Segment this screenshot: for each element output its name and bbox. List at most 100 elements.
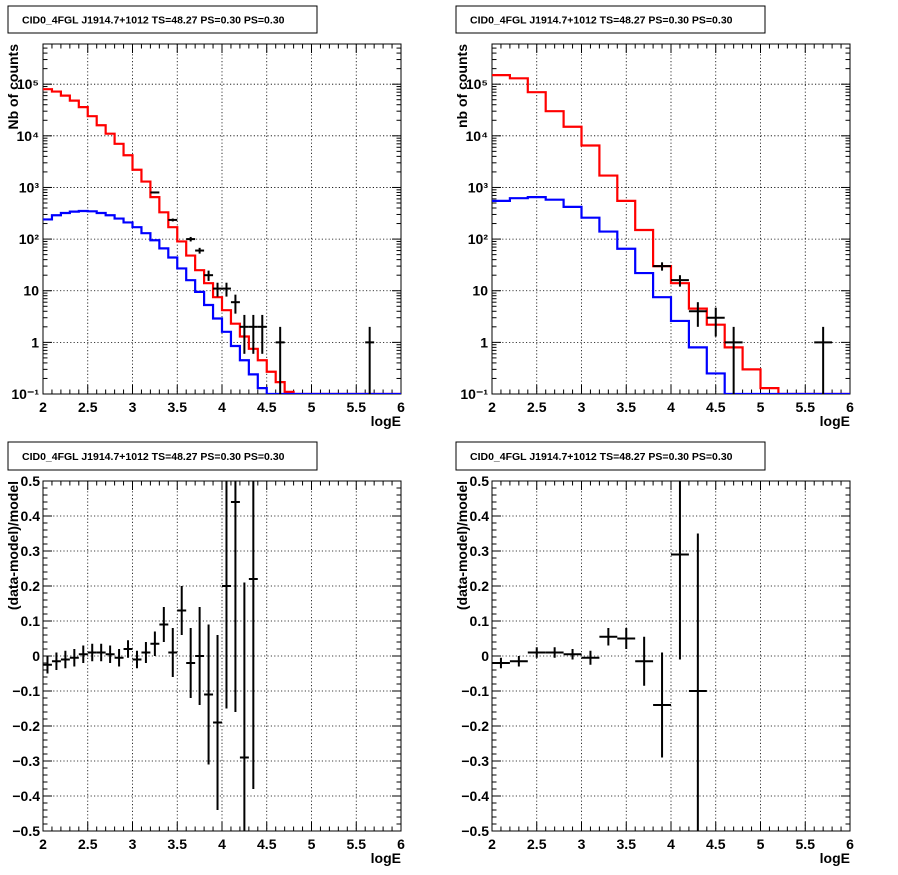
chart-title: CID0_4FGL J1914.7+1012 TS=48.27 PS=0.30 … [22, 15, 285, 27]
x-axis-title: logE [820, 850, 850, 866]
y-tick-label: 0.5 [470, 473, 490, 489]
y-tick-label: −0.3 [12, 753, 40, 769]
x-tick-label: 3.5 [617, 399, 637, 415]
x-tick-label: 6 [846, 399, 854, 415]
x-tick-label: 4 [218, 399, 226, 415]
x-axis-title: logE [820, 413, 850, 429]
y-tick-label: 10³ [468, 179, 489, 195]
y-tick-label: 10⁻¹ [11, 386, 39, 402]
x-tick-label: 3 [578, 836, 586, 852]
title-box [455, 5, 766, 34]
x-tick-label: 6 [397, 836, 405, 852]
panel-top-right: CID0_4FGL J1914.7+1012 TS=48.27 PS=0.30 … [454, 5, 854, 429]
x-tick-label: 2 [488, 399, 496, 415]
x-tick-label: 4 [667, 836, 675, 852]
x-axis-title: logE [371, 413, 401, 429]
y-tick-label: −0.4 [461, 788, 489, 804]
panel-top-left: CID0_4FGL J1914.7+1012 TS=48.27 PS=0.30 … [5, 5, 405, 429]
y-tick-label: 10⁴ [17, 128, 40, 144]
x-tick-label: 5.5 [347, 399, 367, 415]
plot-area [492, 481, 707, 831]
plot-area [43, 481, 258, 831]
x-tick-label: 2 [39, 836, 47, 852]
histogram-series-blue [492, 196, 850, 394]
plot-area [43, 88, 401, 394]
chart-title: CID0_4FGL J1914.7+1012 TS=48.27 PS=0.30 … [22, 451, 285, 463]
y-tick-label: 10 [23, 283, 39, 299]
y-tick-label: 0 [32, 648, 40, 664]
y-tick-label: 10⁻¹ [460, 386, 488, 402]
x-tick-label: 2.5 [78, 836, 98, 852]
y-tick-label: 10 [472, 283, 488, 299]
y-axis-title: nb of counts [454, 44, 470, 128]
y-tick-label: −0.1 [12, 683, 40, 699]
y-tick-label: 0.5 [21, 473, 41, 489]
y-tick-label: 10² [468, 231, 489, 247]
x-tick-label: 5 [757, 399, 765, 415]
y-tick-label: 0.4 [21, 508, 41, 524]
x-tick-label: 2.5 [527, 399, 547, 415]
y-tick-label: 0.3 [470, 543, 490, 559]
x-tick-label: 5 [308, 399, 316, 415]
y-tick-label: −0.5 [12, 823, 40, 839]
x-tick-label: 4.5 [257, 399, 277, 415]
y-tick-label: 0.1 [470, 613, 490, 629]
x-tick-label: 4.5 [706, 836, 726, 852]
x-tick-label: 4 [667, 399, 675, 415]
x-tick-label: 2 [488, 836, 496, 852]
y-tick-label: 10⁴ [466, 128, 489, 144]
y-tick-label: −0.5 [461, 823, 489, 839]
title-box [7, 5, 318, 34]
histogram-series-blue [43, 209, 401, 394]
y-axis-title: (data-model)/model [5, 481, 21, 610]
x-tick-label: 4.5 [257, 836, 277, 852]
x-tick-label: 5.5 [796, 836, 816, 852]
x-tick-label: 5 [308, 836, 316, 852]
x-tick-label: 5.5 [347, 836, 367, 852]
y-tick-label: 0.2 [470, 578, 490, 594]
y-tick-label: −0.3 [461, 753, 489, 769]
chart-title: CID0_4FGL J1914.7+1012 TS=48.27 PS=0.30 … [470, 451, 733, 463]
y-tick-label: 0.4 [470, 508, 490, 524]
histogram-series-red [43, 88, 401, 394]
y-tick-label: 1 [480, 334, 488, 350]
x-tick-label: 2 [39, 399, 47, 415]
panel-bottom-right: CID0_4FGL J1914.7+1012 TS=48.27 PS=0.30 … [454, 441, 854, 866]
y-tick-label: 0 [481, 648, 489, 664]
x-tick-label: 4 [218, 836, 226, 852]
y-tick-label: 0.1 [21, 613, 41, 629]
y-tick-label: −0.2 [461, 718, 489, 734]
plot-area [492, 73, 850, 394]
x-tick-label: 5.5 [796, 399, 816, 415]
x-axis-title: logE [371, 850, 401, 866]
y-tick-label: 0.2 [21, 578, 41, 594]
y-tick-label: 1 [31, 334, 39, 350]
y-axis-title: (data-model)/model [454, 481, 470, 610]
x-tick-label: 5 [757, 836, 765, 852]
title-box [7, 441, 318, 471]
y-tick-label: −0.1 [461, 683, 489, 699]
y-tick-label: −0.2 [12, 718, 40, 734]
x-tick-label: 6 [846, 836, 854, 852]
x-tick-label: 6 [397, 399, 405, 415]
plot-frame [42, 480, 402, 832]
x-tick-label: 3.5 [168, 399, 188, 415]
x-tick-label: 3 [129, 836, 137, 852]
plot-frame [491, 480, 851, 832]
x-tick-label: 3 [129, 399, 137, 415]
y-axis-title: Nb of counts [5, 44, 21, 130]
y-tick-label: 10² [19, 231, 40, 247]
title-box [455, 441, 766, 471]
plot-frame [42, 43, 402, 395]
x-tick-label: 3.5 [617, 836, 637, 852]
x-tick-label: 3.5 [168, 836, 188, 852]
x-tick-label: 2.5 [527, 836, 547, 852]
panel-bottom-left: CID0_4FGL J1914.7+1012 TS=48.27 PS=0.30 … [5, 441, 405, 866]
x-tick-label: 4.5 [706, 399, 726, 415]
y-tick-label: 10⁵ [17, 76, 39, 92]
y-tick-label: 10⁵ [466, 76, 488, 92]
chart-title: CID0_4FGL J1914.7+1012 TS=48.27 PS=0.30 … [470, 15, 733, 27]
x-tick-label: 3 [578, 399, 586, 415]
y-tick-label: −0.4 [12, 788, 40, 804]
